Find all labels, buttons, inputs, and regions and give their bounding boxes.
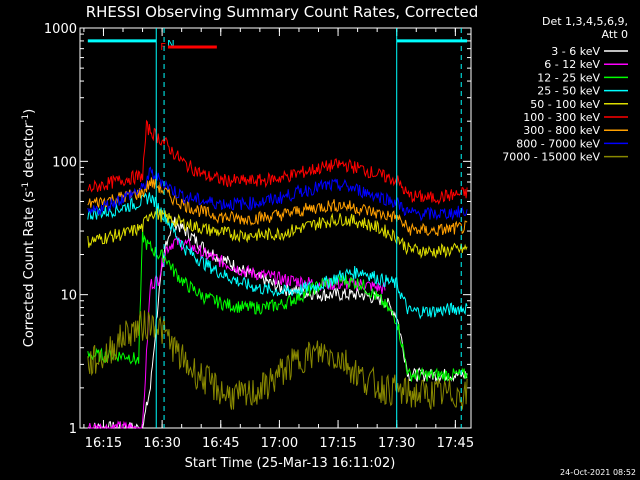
y-tick-label: 10 — [60, 289, 77, 304]
legend-entry-label: 12 - 25 keV — [537, 71, 600, 84]
series-line — [87, 216, 468, 430]
y-tick-labels: 1 10 100 1000 — [44, 22, 77, 437]
series-line — [87, 310, 468, 410]
x-axis-label: Start Time (25-Mar-13 16:11:02) — [185, 456, 396, 471]
legend-title-attenuator: Att 0 — [602, 28, 628, 41]
y-axis-label-superscript: -1 — [21, 114, 31, 123]
x-tick-label: 17:30 — [378, 436, 415, 451]
x-tick-label: 16:15 — [85, 436, 122, 451]
legend-entry-label: 800 - 7000 keV — [516, 137, 600, 150]
y-axis-label: Corrected Count Rate (s-1 detector-1) — [21, 109, 37, 347]
x-tick-labels: 16:15 16:30 16:45 17:00 17:15 17:30 17:45 — [85, 436, 474, 451]
generation-timestamp: 24-Oct-2021 08:52 — [560, 468, 636, 477]
legend-title-detectors: Det 1,3,4,5,6,9, — [542, 15, 628, 28]
night-marker-label: N — [167, 39, 174, 50]
series-line — [87, 229, 468, 382]
x-tick-label: 17:15 — [319, 436, 356, 451]
y-tick-label: 100 — [52, 155, 77, 170]
y-axis-label-part: Corrected Count Rate (s — [22, 191, 37, 348]
series-line — [87, 192, 468, 320]
x-tick-label: 16:45 — [202, 436, 239, 451]
annotation-layer: NF — [87, 28, 468, 428]
y-axis-label-part: detector — [22, 122, 37, 182]
legend-entry-label: 3 - 6 keV — [551, 45, 600, 58]
x-tick-label: 17:00 — [261, 436, 298, 451]
legend-entry-label: 6 - 12 keV — [544, 58, 600, 71]
series-line — [87, 208, 468, 260]
legend-entry-label: 7000 - 15000 keV — [502, 151, 600, 164]
chart-title: RHESSI Observing Summary Count Rates, Co… — [86, 3, 479, 21]
y-axis-label-part: ) — [22, 109, 37, 114]
legend-entry-label: 100 - 300 keV — [523, 111, 600, 124]
x-tick-label: 17:45 — [437, 436, 474, 451]
series-line — [87, 166, 468, 222]
series-line — [87, 177, 468, 237]
legend-entry-label: 300 - 800 keV — [523, 124, 600, 137]
legend-entry-label: 25 - 50 keV — [537, 85, 600, 98]
series-line — [87, 119, 468, 205]
legend-entry-label: 50 - 100 keV — [530, 98, 600, 111]
y-axis-label-superscript: -1 — [21, 182, 31, 191]
plot-frame — [79, 27, 472, 429]
plot-border — [79, 27, 472, 429]
x-tick-label: 16:30 — [143, 436, 180, 451]
y-tick-label: 1 — [69, 422, 77, 437]
axis-ticks — [80, 27, 471, 429]
series-layer — [87, 119, 468, 430]
flare-marker-label: F — [160, 42, 166, 53]
y-tick-label: 1000 — [44, 22, 77, 37]
